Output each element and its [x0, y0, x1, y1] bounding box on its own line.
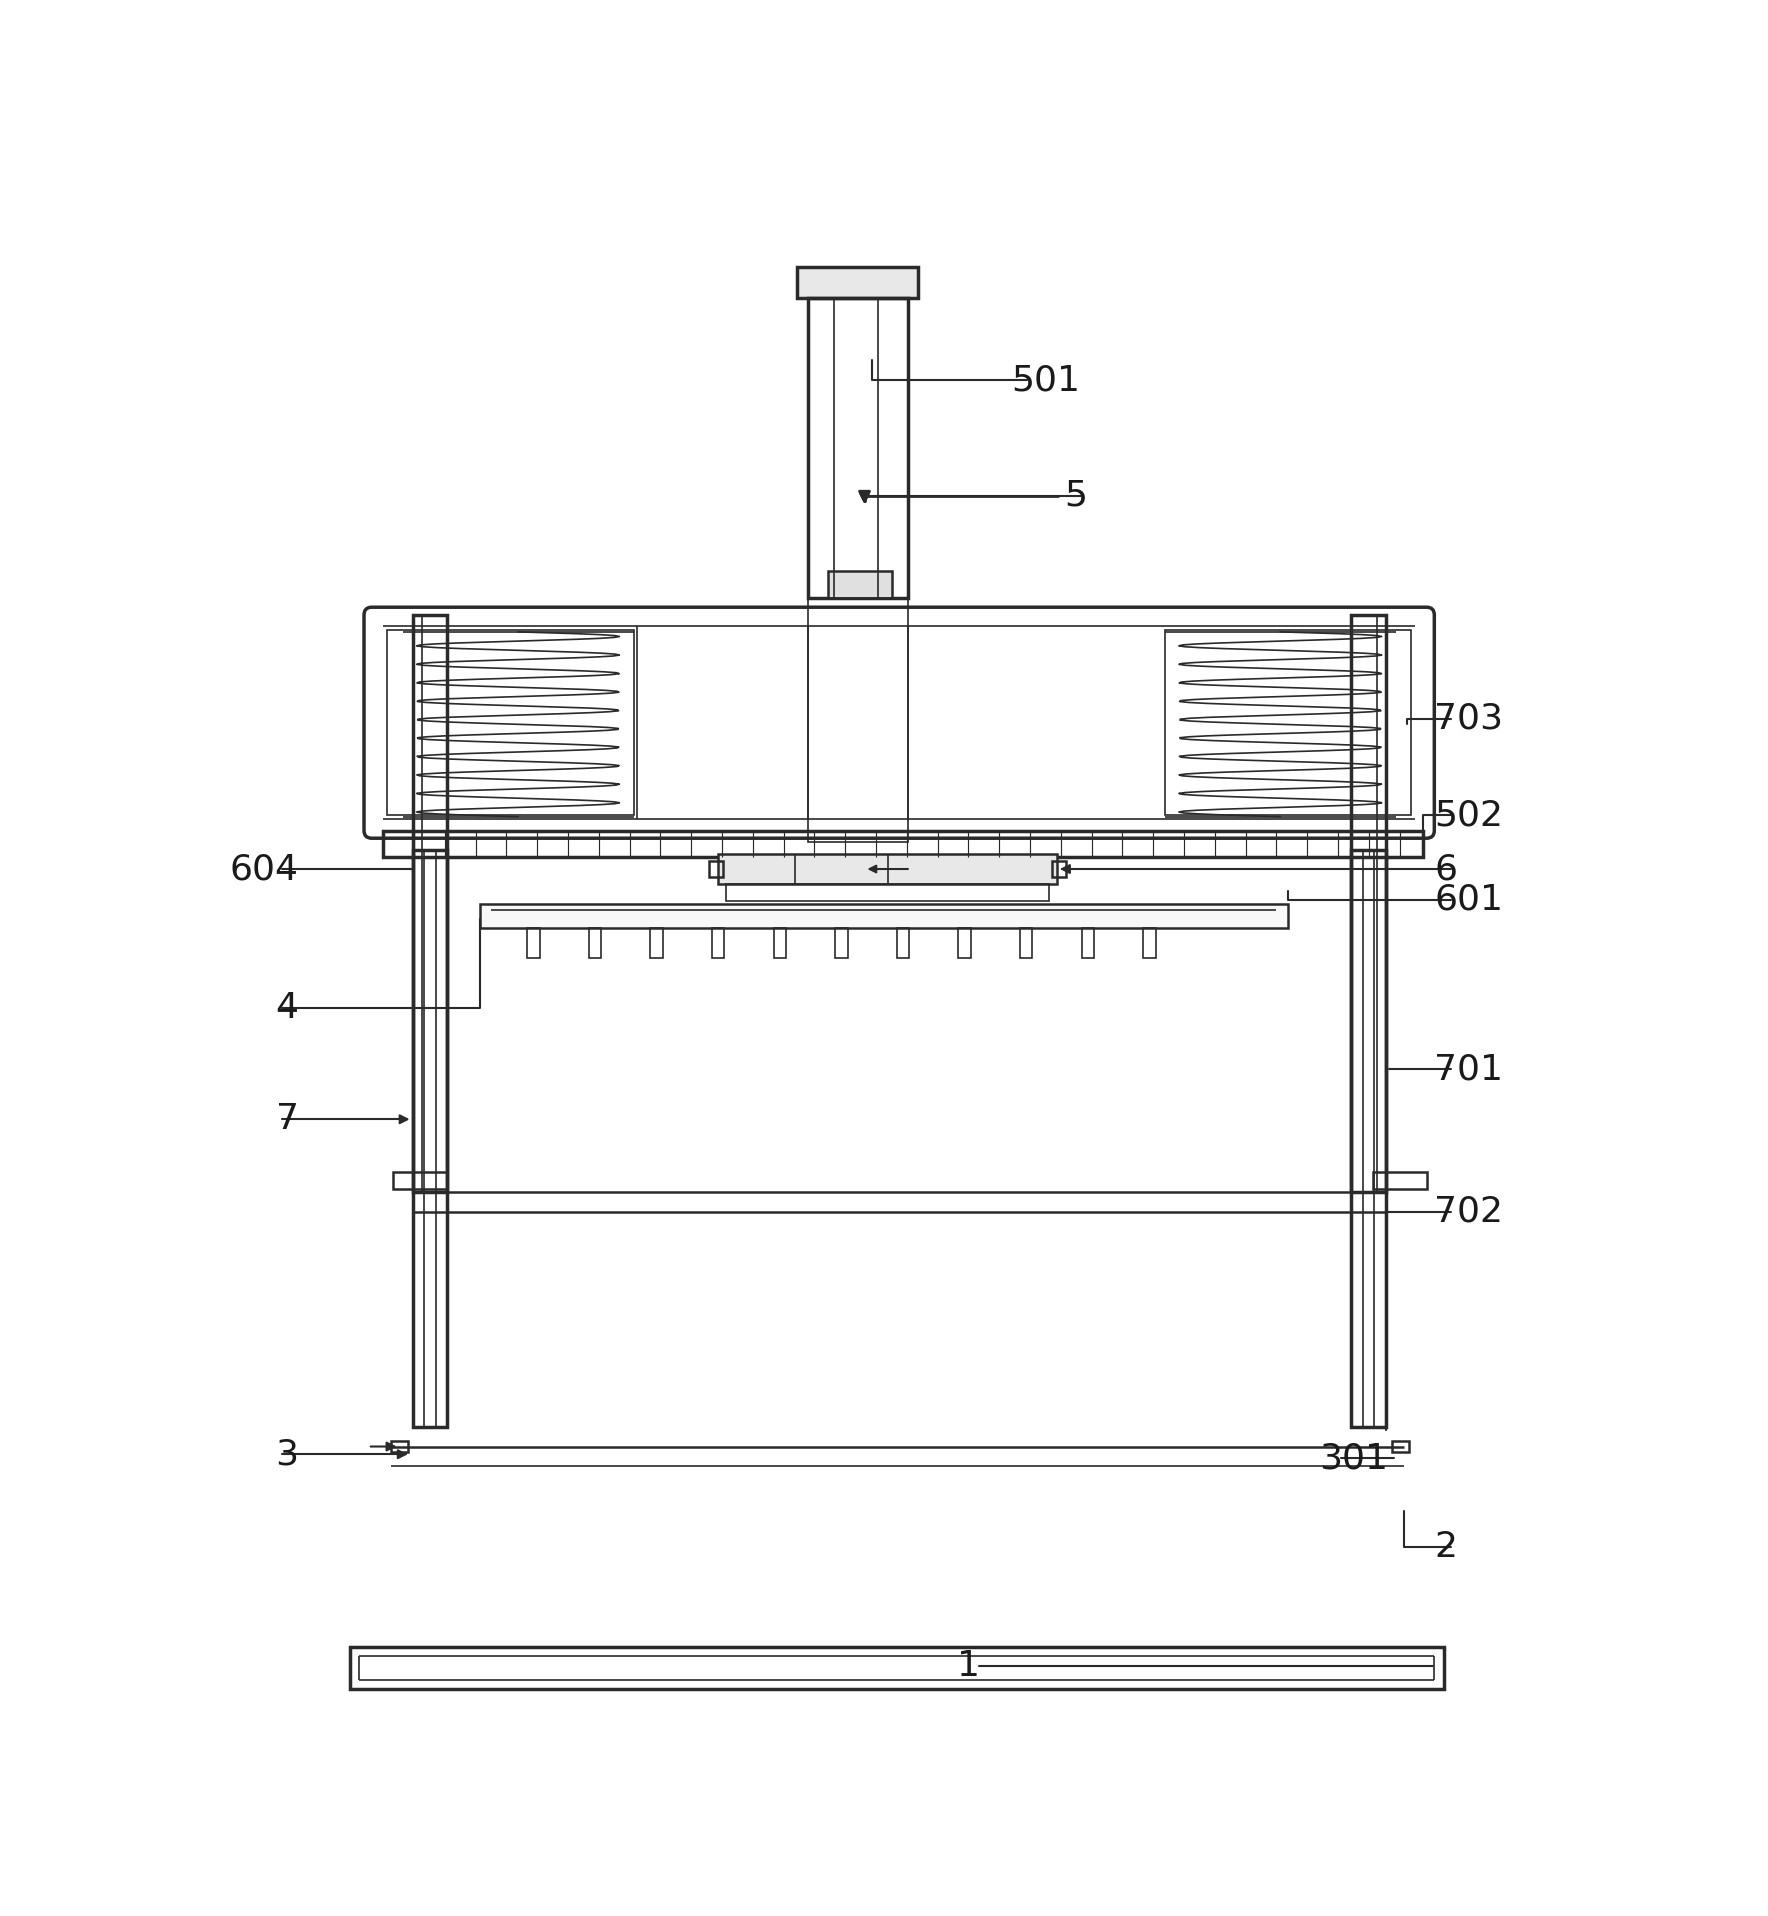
- Text: 604: 604: [230, 853, 299, 885]
- Bar: [834, 929, 847, 958]
- Bar: [958, 929, 971, 958]
- Bar: [713, 929, 725, 958]
- Text: 1: 1: [956, 1650, 979, 1682]
- Text: 301: 301: [1319, 1441, 1388, 1475]
- FancyBboxPatch shape: [364, 607, 1434, 837]
- Bar: [527, 929, 539, 958]
- Bar: [1391, 1441, 1409, 1452]
- Bar: [1020, 929, 1033, 958]
- Text: 3: 3: [276, 1437, 299, 1471]
- Text: 702: 702: [1434, 1196, 1503, 1228]
- Text: 7: 7: [276, 1102, 299, 1136]
- Text: 701: 701: [1434, 1052, 1503, 1086]
- Text: 2: 2: [1434, 1529, 1457, 1563]
- Bar: [1372, 1171, 1427, 1188]
- Text: 502: 502: [1434, 799, 1503, 832]
- Bar: [384, 830, 1423, 858]
- Text: 703: 703: [1434, 701, 1503, 736]
- Bar: [1144, 929, 1156, 958]
- Bar: [718, 855, 1057, 885]
- Text: 5: 5: [1064, 479, 1087, 513]
- Text: 4: 4: [276, 991, 299, 1025]
- Bar: [350, 1646, 1443, 1690]
- Bar: [1351, 615, 1386, 1192]
- Bar: [797, 266, 918, 297]
- Text: 601: 601: [1434, 883, 1503, 918]
- Bar: [589, 929, 601, 958]
- Bar: [651, 929, 663, 958]
- Bar: [896, 929, 909, 958]
- Bar: [479, 904, 1289, 929]
- Bar: [1082, 929, 1094, 958]
- Bar: [1165, 630, 1411, 814]
- Bar: [412, 851, 447, 1427]
- Bar: [1351, 851, 1386, 1427]
- Bar: [808, 297, 907, 598]
- Bar: [387, 630, 633, 814]
- Bar: [391, 1441, 408, 1452]
- Bar: [412, 615, 447, 1192]
- Bar: [727, 885, 1050, 901]
- Bar: [392, 1171, 447, 1188]
- Bar: [827, 571, 893, 598]
- Bar: [774, 929, 787, 958]
- Bar: [709, 862, 723, 878]
- Bar: [1052, 862, 1066, 878]
- Text: 6: 6: [1434, 853, 1457, 885]
- Bar: [808, 598, 907, 841]
- Bar: [412, 1192, 1386, 1211]
- Text: 501: 501: [1011, 362, 1080, 397]
